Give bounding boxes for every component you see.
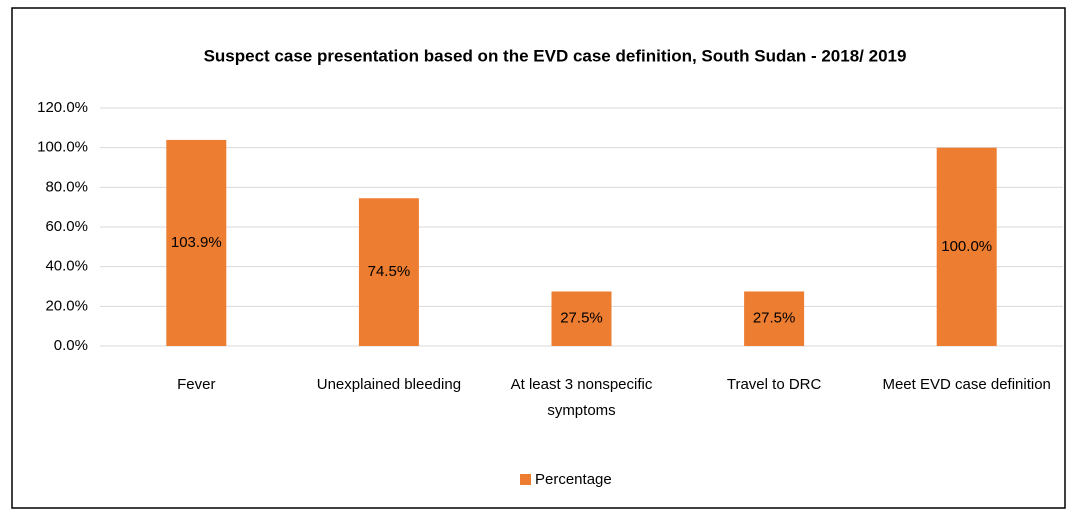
y-tick-label: 120.0% (37, 99, 88, 116)
y-tick-label: 0.0% (54, 337, 88, 354)
bar (936, 147, 997, 346)
x-tick-label: Meet EVD case definition (882, 376, 1051, 393)
data-label: 74.5% (368, 263, 411, 280)
legend-label: Percentage (535, 471, 612, 488)
data-label: 103.9% (171, 234, 222, 251)
legend-swatch (520, 474, 531, 485)
bar (358, 198, 419, 346)
chart-title: Suspect case presentation based on the E… (204, 46, 907, 65)
x-tick-label: Fever (177, 376, 216, 393)
y-tick-label: 40.0% (45, 258, 88, 275)
y-tick-label: 100.0% (37, 139, 88, 156)
y-tick-label: 20.0% (45, 297, 88, 314)
y-tick-label: 60.0% (45, 218, 88, 235)
bar (744, 291, 805, 346)
x-tick-label: Unexplained bleeding (316, 376, 462, 393)
x-tick-label: Travel to DRC (726, 376, 822, 393)
data-label: 100.0% (941, 238, 992, 255)
bar (166, 139, 227, 346)
data-label: 27.5% (753, 310, 796, 327)
data-label: 27.5% (560, 310, 603, 327)
bar (551, 291, 612, 346)
y-tick-label: 80.0% (45, 178, 88, 195)
x-tick-label: At least 3 nonspecific symptoms (510, 376, 653, 419)
